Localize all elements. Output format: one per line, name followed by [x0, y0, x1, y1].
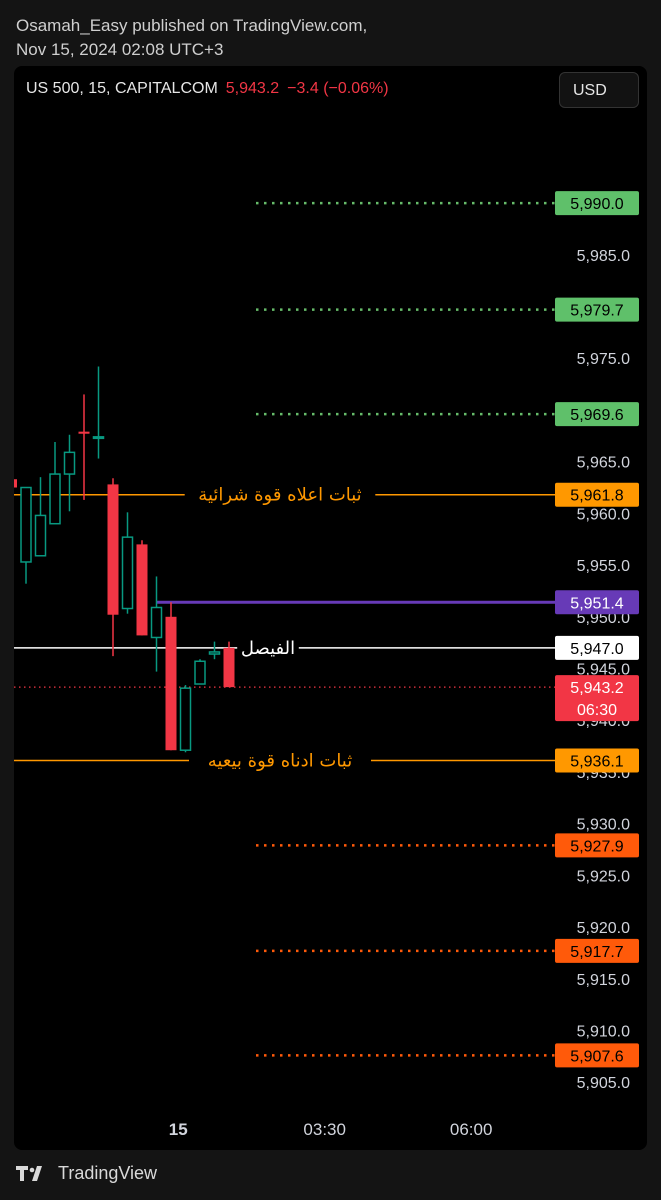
candle-body-up[interactable] [208, 651, 221, 655]
level-price-badge[interactable] [555, 635, 639, 660]
candle-body-up[interactable] [63, 451, 76, 475]
price-tick-label: 5,985.0 [577, 248, 630, 265]
level-text-backdrop [184, 482, 376, 507]
tradingview-brand: TradingView [58, 1162, 158, 1183]
candles-layer [14, 366, 235, 753]
price-tick-label: 5,965.0 [577, 455, 630, 472]
currency-button[interactable]: USD [559, 72, 639, 108]
level-price-badge[interactable] [555, 1043, 639, 1068]
level-text-label: ثبات ادناه قوة بيعيه [208, 751, 353, 772]
candle-body-up[interactable] [121, 536, 134, 610]
level-price-badge[interactable] [555, 482, 639, 507]
candle-body-up[interactable] [150, 606, 163, 639]
level-price-badge-label: 5,947.0 [570, 641, 623, 658]
publisher-line: Osamah_Easy published on TradingView.com… [16, 16, 368, 35]
price-change-label: −3.4 (−0.06%) [287, 80, 389, 97]
level-text-label: ثبات اعلاه قوة شرائية [198, 485, 361, 506]
level-price-badge[interactable] [555, 748, 639, 773]
price-tick-label: 5,955.0 [577, 558, 630, 575]
candle-body-up[interactable] [194, 660, 206, 685]
level-price-badge[interactable] [555, 191, 639, 216]
price-tick-label: 5,910.0 [577, 1023, 630, 1040]
candle-body-down[interactable] [107, 484, 119, 615]
candle-body-down[interactable] [136, 544, 148, 636]
last-price-label: 5,943.2 [225, 80, 280, 97]
price-tick-label: 5,975.0 [577, 351, 630, 368]
tradingview-logo-icon [16, 1166, 42, 1181]
price-axis: 5,985.05,975.05,965.05,960.05,955.05,950… [577, 248, 630, 1092]
level-price-badge[interactable] [555, 938, 639, 963]
price-tick-label: 5,915.0 [577, 972, 630, 989]
candle-body-down[interactable] [14, 479, 17, 488]
level-text-backdrop [189, 748, 371, 773]
chart-panel[interactable]: ثبات اعلاه قوة شرائية الفيصل ثبات ادناه قو… [14, 66, 647, 1150]
level-price-badge-label: 5,951.4 [570, 595, 623, 612]
time-axis: 15 03:30 06:00 [169, 1120, 493, 1139]
price-badges: 5,990.0 5,979.7 5,969.6 5,961.8 5,951.4 5,947… [555, 191, 639, 1068]
price-tick-label: 5,945.0 [577, 662, 630, 679]
candle-body-up[interactable] [179, 687, 192, 751]
level-text-label: الفيصل [241, 638, 295, 659]
candle-body-down[interactable] [78, 431, 90, 434]
price-tick-label: 5,930.0 [577, 817, 630, 834]
time-tick-label: 03:30 [303, 1120, 346, 1139]
tradingview-footer[interactable]: TradingView [16, 1160, 157, 1186]
level-price-badge[interactable] [555, 402, 639, 427]
price-tick-label: 5,960.0 [577, 506, 630, 523]
symbol-label[interactable]: US 500, 15, CAPITALCOM [26, 80, 218, 97]
time-tick-label: 15 [169, 1120, 188, 1139]
level-price-badge-label: 5,936.1 [570, 754, 623, 771]
level-price-badge-label: 5,907.6 [570, 1048, 623, 1065]
price-chart[interactable]: ثبات اعلاه قوة شرائية الفيصل ثبات ادناه قو… [14, 66, 647, 1150]
level-price-badge[interactable] [555, 590, 639, 615]
candle-body-up[interactable] [34, 514, 47, 557]
candle-body-up[interactable] [20, 486, 32, 563]
level-price-badge-label: 5,979.7 [570, 303, 623, 320]
level-text-backdrop [237, 635, 299, 660]
level-price-badge[interactable] [555, 297, 639, 322]
time-tick-label: 06:00 [450, 1120, 493, 1139]
level-price-badge-label: 5,917.7 [570, 944, 623, 961]
level-price-badge-label: 5,961.8 [570, 488, 623, 505]
level-price-badge[interactable] [555, 833, 639, 858]
price-tick-label: 5,920.0 [577, 920, 630, 937]
bar-countdown-label: 06:30 [577, 702, 617, 719]
candle-body-up[interactable] [92, 436, 105, 440]
level-price-badge-label: 5,969.6 [570, 407, 623, 424]
candle-body-up[interactable] [49, 473, 61, 525]
candle-body-down[interactable] [165, 616, 177, 751]
price-tick-label: 5,925.0 [577, 868, 630, 885]
publish-date: Nov 15, 2024 02:08 UTC+3 [16, 40, 224, 59]
publisher-info: Osamah_Easy published on TradingView.com… [16, 14, 367, 62]
level-price-badge-label: 5,927.9 [570, 838, 623, 855]
last-price-badge-label: 5,943.2 [570, 680, 623, 697]
candle-body-down[interactable] [223, 647, 235, 688]
level-price-badge-label: 5,990.0 [570, 196, 623, 213]
price-tick-label: 5,905.0 [577, 1075, 630, 1092]
symbol-header[interactable]: US 500, 15, CAPITALCOM 5,943.2 −3.4 (−0.06… [26, 80, 389, 98]
levels-layer: ثبات اعلاه قوة شرائية الفيصل ثبات ادناه قو… [14, 201, 555, 1057]
last-price-badge[interactable] [555, 675, 639, 722]
